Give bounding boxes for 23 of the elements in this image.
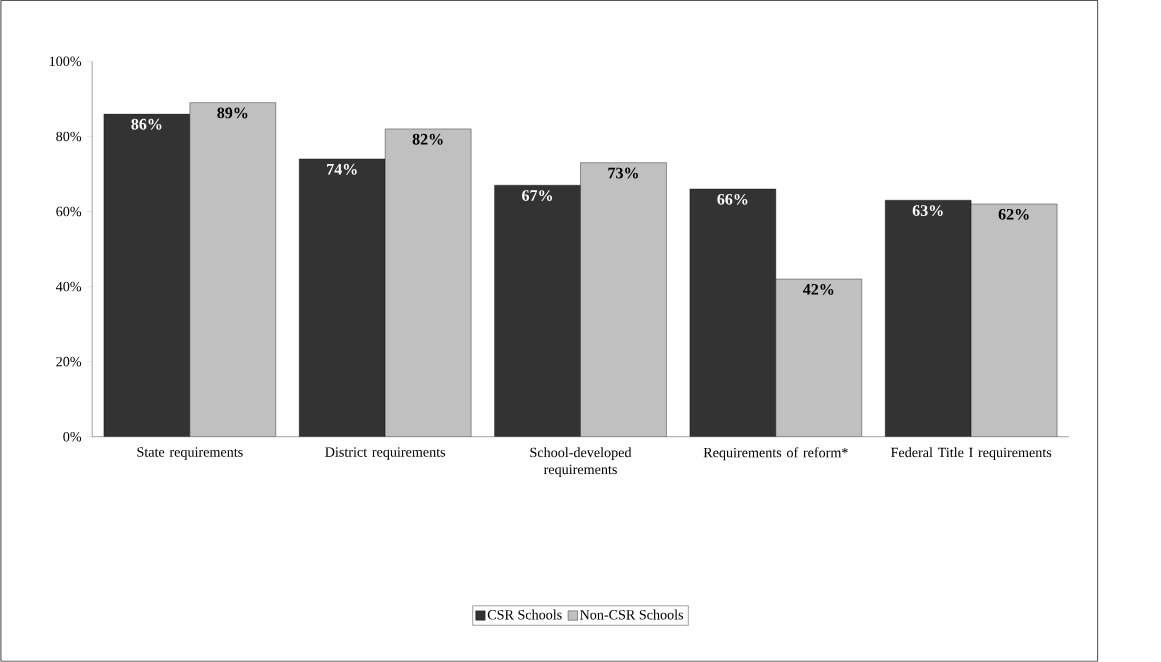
data-label: 66% (717, 194, 748, 205)
x-tick-label: Federal Title I requirements (891, 447, 1052, 461)
data-label: 73% (608, 167, 638, 179)
x-tick-label: School-developed requirements (530, 447, 632, 478)
x-tick-label: District requirements (325, 447, 446, 460)
x-tick-label: Requirements of reform* (703, 447, 848, 461)
data-label: 86% (131, 118, 162, 130)
data-label: 82% (412, 134, 443, 145)
legend-label: Non-CSR Schools (580, 609, 684, 620)
data-label: 63% (912, 205, 943, 217)
data-label: 89% (217, 107, 248, 119)
y-tick-label: 60% (56, 206, 82, 217)
y-tick-label: 40% (55, 281, 82, 292)
y-tick-label: 0% (63, 432, 82, 442)
data-label: 67% (522, 190, 553, 202)
y-tick-label: 80% (56, 131, 82, 142)
data-label: 62% (998, 209, 1029, 220)
x-tick-label: State requirements (137, 447, 243, 460)
y-tick-label: 20% (56, 357, 82, 367)
data-label: 74% (327, 164, 357, 175)
legend-label: CSR Schools (487, 609, 562, 620)
y-tick-label: 100% (49, 56, 82, 67)
data-label: 42% (803, 284, 834, 295)
